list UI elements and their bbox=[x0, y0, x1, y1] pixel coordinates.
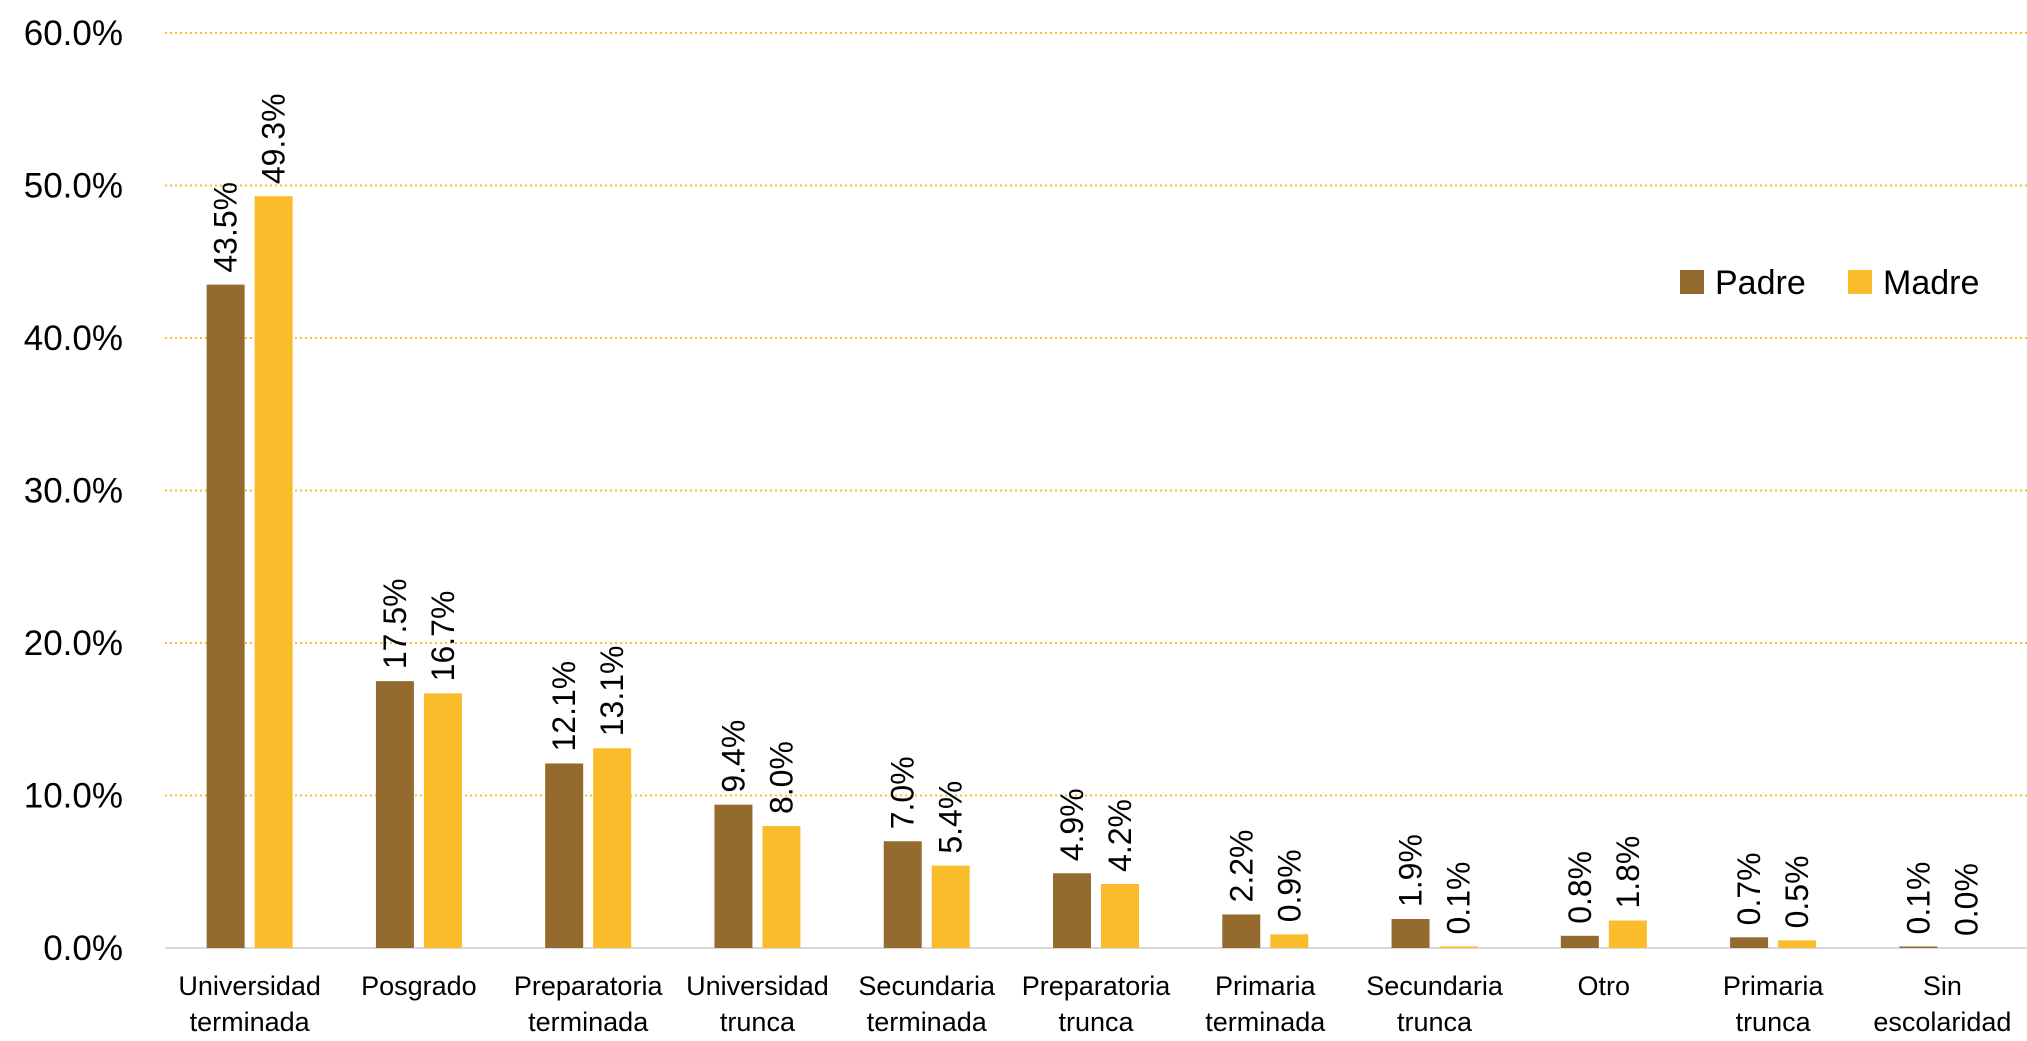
bar-padre bbox=[375, 681, 414, 948]
bar-madre bbox=[254, 196, 293, 949]
data-label-padre: 7.0% bbox=[885, 756, 921, 829]
bar-padre bbox=[545, 763, 584, 948]
data-label-madre: 0.9% bbox=[1271, 849, 1307, 922]
data-label-madre: 4.2% bbox=[1102, 799, 1138, 872]
y-tick-label: 20.0% bbox=[24, 624, 123, 663]
bar-madre bbox=[423, 693, 462, 948]
data-label-madre: 16.7% bbox=[425, 591, 461, 682]
data-label-madre: 5.4% bbox=[933, 781, 969, 854]
y-tick-label: 40.0% bbox=[24, 319, 123, 358]
category-label: Preparatoria terminada bbox=[514, 971, 664, 1037]
category-label: Preparatoria trunca bbox=[1022, 971, 1172, 1037]
data-label-madre: 0.5% bbox=[1779, 855, 1815, 928]
bar-madre bbox=[1270, 934, 1309, 948]
bar-madre bbox=[1608, 920, 1647, 948]
bar-madre bbox=[1778, 940, 1817, 948]
data-label-madre: 49.3% bbox=[256, 93, 292, 184]
y-tick-label: 60.0% bbox=[24, 14, 123, 53]
bar-padre bbox=[1560, 935, 1599, 948]
bar-padre bbox=[1899, 946, 1938, 948]
category-label: Sin escolaridad bbox=[1873, 971, 2011, 1037]
bar-madre bbox=[931, 865, 970, 948]
category-label: Otro bbox=[1578, 971, 1631, 1001]
category-label: Secundaria trunca bbox=[1366, 971, 1504, 1037]
data-label-padre: 9.4% bbox=[715, 720, 751, 793]
bar-padre bbox=[1222, 914, 1261, 948]
data-label-madre: 0.1% bbox=[1441, 862, 1477, 935]
bar-madre bbox=[1101, 883, 1139, 948]
data-label-padre: 0.7% bbox=[1731, 852, 1767, 925]
category-label: Universidad trunca bbox=[686, 971, 829, 1037]
legend-label-padre: Padre bbox=[1715, 264, 1806, 302]
legend-swatch-madre bbox=[1848, 270, 1872, 294]
data-label-padre: 0.1% bbox=[1900, 862, 1936, 935]
data-label-padre: 4.9% bbox=[1054, 788, 1090, 861]
bar-padre bbox=[1730, 937, 1769, 948]
bar-padre bbox=[1391, 919, 1430, 948]
category-label: Universidad terminada bbox=[178, 971, 321, 1037]
data-label-padre: 2.2% bbox=[1223, 830, 1259, 903]
y-tick-label: 10.0% bbox=[24, 777, 123, 816]
bar-padre bbox=[206, 284, 245, 948]
y-tick-label: 50.0% bbox=[24, 167, 123, 206]
bar-madre bbox=[1439, 946, 1478, 948]
bar-padre bbox=[1053, 873, 1091, 948]
y-tick-label: 30.0% bbox=[24, 472, 123, 511]
data-label-padre: 17.5% bbox=[377, 578, 413, 669]
bar-padre bbox=[883, 841, 922, 948]
data-label-madre: 0.0% bbox=[1948, 863, 1984, 936]
data-label-madre: 1.8% bbox=[1610, 836, 1646, 909]
data-label-madre: 13.1% bbox=[594, 645, 630, 736]
category-label: Secundaria terminada bbox=[858, 971, 996, 1037]
bar-madre bbox=[762, 826, 801, 948]
data-label-padre: 0.8% bbox=[1562, 851, 1598, 924]
data-label-padre: 12.1% bbox=[546, 661, 582, 752]
data-label-padre: 1.9% bbox=[1393, 834, 1429, 907]
legend-swatch-padre bbox=[1680, 270, 1704, 294]
bar-madre bbox=[593, 748, 632, 948]
data-label-padre: 43.5% bbox=[208, 182, 244, 273]
data-label-madre: 8.0% bbox=[763, 741, 799, 814]
category-label: Primaria terminada bbox=[1205, 971, 1326, 1037]
y-tick-label: 0.0% bbox=[43, 929, 123, 968]
category-label: Posgrado bbox=[361, 971, 477, 1001]
legend-label-madre: Madre bbox=[1883, 264, 1979, 302]
bar-padre bbox=[714, 804, 753, 948]
category-label: Primaria trunca bbox=[1723, 971, 1824, 1037]
